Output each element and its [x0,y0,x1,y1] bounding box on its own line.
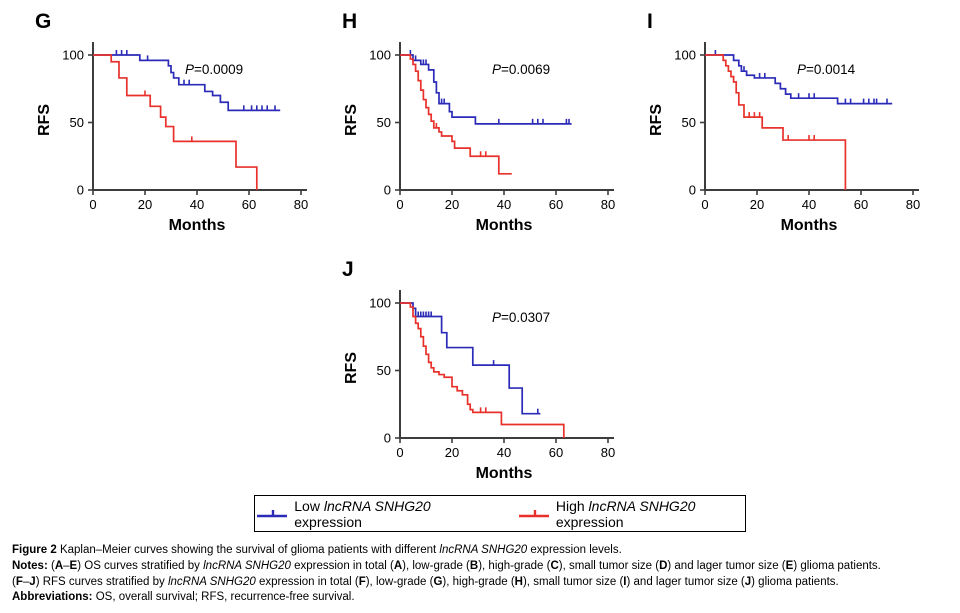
y-tick-label: 50 [377,363,391,378]
x-tick-label: 20 [750,197,764,212]
legend-entry-low: Low lncRNA SNHG20 expression [255,498,481,530]
x-tick-label: 20 [445,197,459,212]
legend-marker-high-icon [518,509,549,517]
panel-I: I 0 20 40 60 80 0 50 100 RFS Months P=0.0014 [635,2,957,242]
y-tick-label: 0 [384,183,391,198]
y-tick-label: 0 [77,183,84,198]
x-axis-title: Months [781,217,838,234]
km-plot-J: J 0 20 40 60 80 0 50 100 RFS Months P=0.0307 [342,258,615,482]
x-tick-label: 60 [549,445,563,460]
y-tick-label: 50 [682,115,696,130]
y-tick-label: 50 [70,115,84,130]
panel-label: G [35,10,51,33]
legend-entry-high: High lncRNA SNHG20 expression [517,498,745,530]
x-tick-label: 0 [701,197,708,212]
y-tick-label: 0 [384,431,391,446]
y-axis-title: RFS [343,104,360,136]
panel-label: H [342,10,357,33]
x-axis-title: Months [476,465,533,482]
caption-line-notes-2: (F–J) RFS curves stratified by lncRNA SN… [12,575,839,588]
y-tick-label: 100 [369,48,391,63]
x-tick-label: 80 [906,197,920,212]
y-axis-title: RFS [648,104,665,136]
km-curve-low [400,54,572,125]
km-curve-high [705,54,847,190]
panel-J: J 0 20 40 60 80 0 50 100 RFS Months P=0.0307 [330,250,652,490]
p-value: P=0.0069 [492,62,550,77]
caption-line-notes-1: Notes: (A–E) OS curves stratified by lnc… [12,559,881,572]
x-tick-label: 0 [396,197,403,212]
legend-marker-low-icon [257,509,288,517]
km-plot-I: I 0 20 40 60 80 0 50 100 RFS Months P=0.0014 [647,10,920,234]
y-axis-title: RFS [36,104,53,136]
km-curve-high [400,302,565,438]
panel-label: I [647,10,653,33]
x-tick-label: 40 [802,197,816,212]
caption-line-abbreviations: Abbreviations: OS, overall survival; RFS… [12,591,355,604]
x-tick-label: 20 [445,445,459,460]
x-tick-label: 80 [601,197,615,212]
x-axis-title: Months [476,217,533,234]
panel-G: G 0 20 40 60 80 0 50 100 RFS Months P=0.0009 [23,2,345,242]
caption-line-title: Figure 2 Kaplan–Meier curves showing the… [12,544,622,556]
p-value: P=0.0009 [185,62,243,77]
km-plot-G: G 0 20 40 60 80 0 50 100 RFS Months P=0.0009 [35,10,308,234]
panel-H: H 0 20 40 60 80 0 50 100 RFS Months P=0.0069 [330,2,652,242]
y-axis-title: RFS [343,352,360,384]
km-curve-low [93,54,281,112]
legend-label-low: Low lncRNA SNHG20 expression [294,497,431,530]
x-tick-label: 40 [497,197,511,212]
y-tick-label: 100 [62,48,84,63]
y-tick-label: 0 [689,183,696,198]
x-tick-label: 40 [190,197,204,212]
km-curve-high [93,54,258,190]
y-tick-label: 100 [674,48,696,63]
km-curve-low [400,302,541,415]
figure-caption: Figure 2 Kaplan–Meier curves showing the… [12,543,954,606]
km-curve-high [400,54,512,175]
panel-label: J [342,258,354,281]
p-value: P=0.0014 [797,62,856,77]
p-value: P=0.0307 [492,310,550,325]
y-tick-label: 100 [369,296,391,311]
x-tick-label: 80 [294,197,308,212]
legend: Low lncRNA SNHG20 expression High lncRNA… [254,495,746,532]
x-tick-label: 0 [89,197,96,212]
km-plot-H: H 0 20 40 60 80 0 50 100 RFS Months P=0.0069 [342,10,615,234]
x-tick-label: 20 [138,197,152,212]
x-tick-label: 40 [497,445,511,460]
x-tick-label: 80 [601,445,615,460]
y-tick-label: 50 [377,115,391,130]
x-axis-title: Months [169,217,226,234]
legend-label-high: High lncRNA SNHG20 expression [555,497,696,530]
x-tick-label: 60 [549,197,563,212]
x-tick-label: 0 [396,445,403,460]
x-tick-label: 60 [854,197,868,212]
x-tick-label: 60 [242,197,256,212]
